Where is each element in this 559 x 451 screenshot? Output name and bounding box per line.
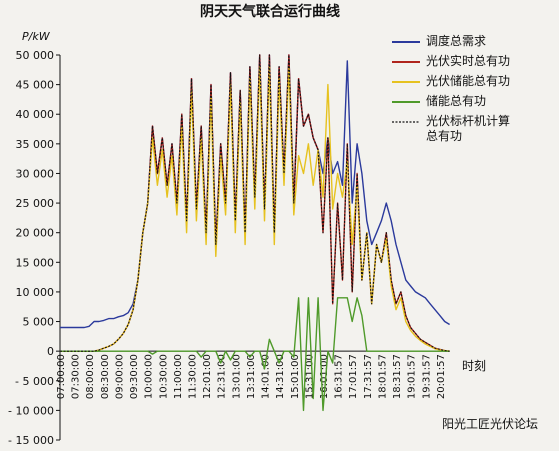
x-tick-label: 09:00:00 [114, 354, 125, 399]
legend-label: 储能总有功 [426, 94, 487, 108]
legend-swatch [392, 41, 420, 43]
legend-swatch [392, 121, 420, 123]
x-tick-label: 19:31:57 [421, 354, 432, 399]
x-tick-label: 12:01:00 [202, 354, 213, 399]
x-tick-label: 16:31:57 [334, 354, 345, 399]
y-tick-label: 15 000 [16, 256, 55, 269]
legend-label: 光伏实时总有功 [426, 54, 511, 68]
y-tick-label: 35 000 [16, 138, 55, 151]
x-tick-label: 15:31:00 [304, 354, 315, 399]
x-tick-label: 18:31:57 [392, 354, 403, 399]
legend-label: 光伏储能总有功 [426, 74, 511, 88]
x-tick-label: 12:31:00 [217, 354, 228, 399]
legend-swatch [392, 101, 420, 103]
x-axis-label: 时刻 [462, 359, 486, 373]
x-tick-label: 13:31:00 [246, 354, 257, 399]
legend-item: 光伏标杆机计算总有功 [392, 114, 552, 144]
legend-swatch [392, 81, 420, 83]
y-tick-label: 0 [47, 345, 54, 358]
x-tick-label: 07:30:00 [71, 354, 82, 399]
y-tick-label: 40 000 [16, 108, 55, 121]
x-tick-label: 19:01:57 [407, 354, 418, 399]
y-tick-label: - 5 000 [15, 375, 54, 388]
series-line [60, 297, 450, 412]
legend-item: 光伏储能总有功 [392, 74, 552, 89]
x-tick-label: 18:01:57 [377, 354, 388, 399]
y-tick-label: 20 000 [16, 227, 55, 240]
y-axis-label: P/kW [22, 30, 51, 43]
x-tick-label: 10:30:00 [158, 354, 169, 399]
y-tick-label: 50 000 [16, 49, 55, 62]
legend-label: 调度总需求 [426, 34, 487, 48]
y-tick-label: - 10 000 [8, 404, 54, 417]
x-tick-label: 11:00:00 [173, 354, 184, 399]
legend-label: 光伏标杆机计算总有功 [426, 114, 511, 143]
x-tick-label: 07:00:00 [56, 354, 67, 399]
x-tick-label: 11:30:00 [187, 354, 198, 399]
x-tick-label: 17:01:57 [348, 354, 359, 399]
y-tick-label: - 15 000 [8, 434, 54, 447]
x-tick-label: 08:30:00 [100, 354, 111, 399]
x-tick-label: 13:01:00 [231, 354, 242, 399]
y-tick-label: 25 000 [16, 197, 55, 210]
x-tick-label: 14:01:00 [261, 354, 272, 399]
x-tick-label: 14:31:00 [275, 354, 286, 399]
chart-title: 阴天天气联合运行曲线 [200, 3, 340, 20]
x-tick-label: 20:01:57 [436, 354, 447, 399]
legend-item: 储能总有功 [392, 94, 552, 109]
y-tick-label: 10 000 [16, 286, 55, 299]
legend-item: 调度总需求 [392, 34, 552, 49]
series-line [60, 66, 450, 352]
x-tick-label: 16:01:00 [319, 354, 330, 399]
y-tick-label: 5 000 [23, 316, 55, 329]
legend-item: 光伏实时总有功 [392, 54, 552, 69]
x-tick-label: 10:00:00 [144, 354, 155, 399]
watermark: 阳光工匠光伏论坛 [442, 417, 538, 431]
series-line [60, 54, 450, 352]
legend-swatch [392, 61, 420, 63]
legend: 调度总需求光伏实时总有功 光伏储能总有功 储能总有功光伏标杆机计算总有功 [392, 34, 552, 149]
x-tick-label: 17:31:57 [363, 354, 374, 399]
x-tick-label: 09:30:00 [129, 354, 140, 399]
y-tick-label: 45 000 [16, 79, 55, 92]
x-tick-label: 15:01:00 [290, 354, 301, 399]
y-tick-label: 30 000 [16, 167, 55, 180]
x-tick-label: 08:00:00 [85, 354, 96, 399]
